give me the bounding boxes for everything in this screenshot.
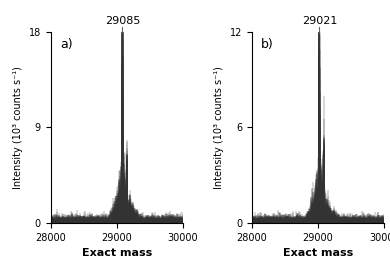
X-axis label: Exact mass: Exact mass	[82, 248, 152, 258]
Y-axis label: Intensity (10³ counts s⁻¹): Intensity (10³ counts s⁻¹)	[13, 66, 23, 189]
Text: b): b)	[261, 38, 274, 51]
X-axis label: Exact mass: Exact mass	[283, 248, 353, 258]
Text: a): a)	[60, 38, 73, 51]
Text: 29085: 29085	[105, 16, 140, 26]
Text: 29021: 29021	[302, 16, 337, 26]
Y-axis label: Intensity (10³ counts s⁻¹): Intensity (10³ counts s⁻¹)	[214, 66, 224, 189]
